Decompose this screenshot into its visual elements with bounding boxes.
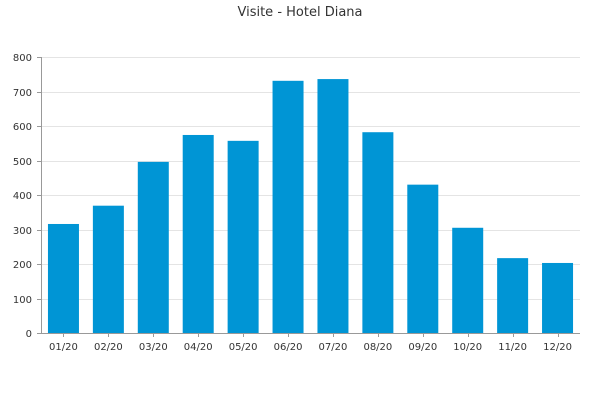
- x-tick-label: 12/20: [543, 342, 572, 353]
- y-tick-label: 200: [13, 260, 32, 271]
- bar: [362, 132, 394, 333]
- x-tick-label: 10/20: [453, 342, 482, 353]
- y-tick-label: 500: [13, 157, 32, 168]
- x-tick-label: 03/20: [139, 342, 168, 353]
- tick-labels: 0 100 200 300 400 500 600 700 800 01/20 02/20 03/20…: [13, 53, 572, 353]
- x-tick-label: 04/20: [184, 342, 213, 353]
- x-tick-label: 09/20: [408, 342, 437, 353]
- y-tick-label: 700: [13, 88, 32, 99]
- bar: [542, 262, 574, 333]
- bar: [137, 161, 169, 333]
- bar: [47, 223, 79, 333]
- y-tick-label: 400: [13, 191, 32, 202]
- bar: [407, 184, 439, 333]
- x-tick-label: 05/20: [229, 342, 258, 353]
- x-tick-label: 02/20: [94, 342, 123, 353]
- chart-title: Visite - Hotel Diana: [237, 5, 362, 20]
- x-tick-label: 07/20: [319, 342, 348, 353]
- x-tick-label: 11/20: [498, 342, 527, 353]
- bars: [47, 79, 574, 334]
- y-tick-label: 100: [13, 295, 32, 306]
- bar: [272, 80, 304, 334]
- bar: [452, 227, 484, 333]
- y-tick-label: 600: [13, 122, 32, 133]
- bar: [92, 205, 124, 333]
- bar: [317, 79, 349, 333]
- bar: [182, 134, 214, 333]
- x-tick-label: 06/20: [274, 342, 303, 353]
- y-tick-label: 0: [26, 329, 32, 340]
- bar: [497, 258, 529, 333]
- x-tick-label: 01/20: [49, 342, 78, 353]
- gridlines: [41, 57, 580, 300]
- axes: [37, 57, 580, 337]
- x-tick-label: 08/20: [363, 342, 392, 353]
- y-tick-label: 800: [13, 53, 32, 64]
- bar: [227, 140, 259, 333]
- y-tick-label: 300: [13, 226, 32, 237]
